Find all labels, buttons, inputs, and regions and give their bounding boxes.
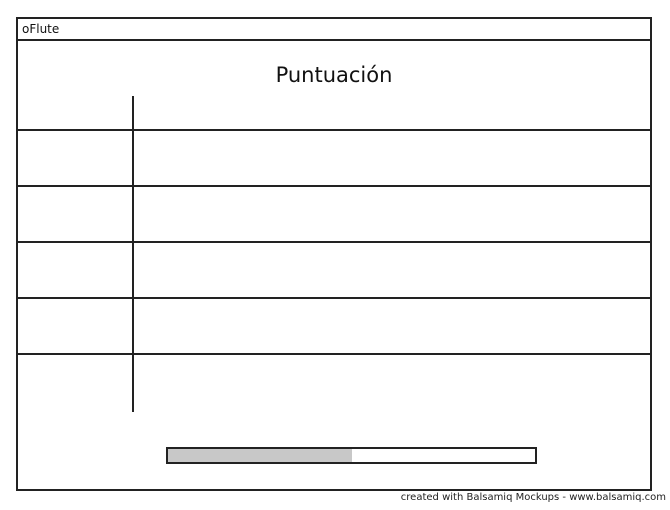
window-title: oFlute [18, 19, 650, 41]
score-progress-bar [166, 447, 537, 464]
page-title: Puntuación [275, 63, 393, 87]
table-row-divider [18, 241, 650, 243]
table-row-divider [18, 353, 650, 355]
progress-fill [168, 449, 352, 462]
table-row-divider [18, 129, 650, 131]
table-row-divider [18, 297, 650, 299]
table-row-divider [18, 185, 650, 187]
table-column-divider [132, 96, 134, 412]
footer-credit: created with Balsamiq Mockups - www.bals… [400, 492, 666, 503]
app-window: oFlute Puntuación [16, 17, 652, 491]
